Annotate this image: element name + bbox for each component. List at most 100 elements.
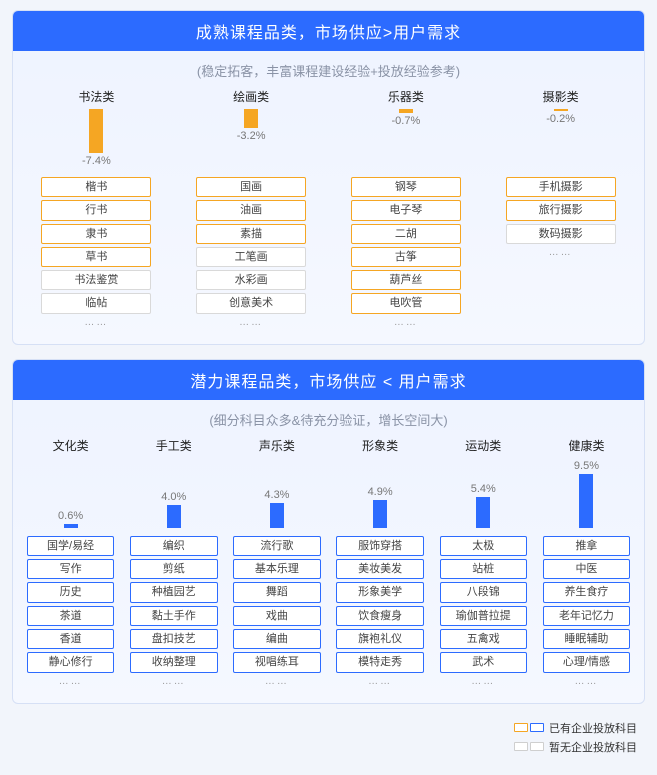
ellipsis: ……: [368, 676, 392, 687]
bar-value: -7.4%: [82, 155, 111, 167]
ellipsis: ……: [84, 317, 108, 328]
bar-value: 0.6%: [58, 510, 83, 522]
subject-item: 手机摄影: [506, 177, 616, 197]
bar-zone: 4.3%: [229, 458, 324, 528]
subject-item: 种植园艺: [130, 582, 218, 602]
category-label: 文化类: [53, 437, 89, 454]
bar-value: 4.0%: [161, 491, 186, 503]
subject-item: 电吹管: [351, 293, 461, 313]
subject-item: 静心修行: [27, 652, 115, 672]
subject-item: 美妆美发: [336, 559, 424, 579]
bar-value: -3.2%: [237, 130, 266, 142]
item-list: 流行歌基本乐理舞蹈戏曲编曲视唱练耳……: [229, 536, 324, 687]
subject-item: 养生食疗: [543, 582, 631, 602]
category-column: 健康类9.5%推拿中医养生食疗老年记忆力睡眠辅助心理/情感……: [539, 437, 634, 687]
subject-item: 站桩: [440, 559, 528, 579]
subject-item: 模特走秀: [336, 652, 424, 672]
subject-item: 水彩画: [196, 270, 306, 290]
bar: [89, 109, 103, 153]
category-column: 摄影类-0.2%手机摄影旅行摄影数码摄影……: [487, 88, 634, 328]
item-list: 国画油画素描工笔画水彩画创意美术……: [178, 177, 325, 328]
subject-item: 瑜伽普拉提: [440, 606, 528, 626]
category-column: 乐器类-0.7%钢琴电子琴二胡古筝葫芦丝电吹管……: [333, 88, 480, 328]
category-label: 健康类: [568, 437, 604, 454]
item-list: 太极站桩八段锦瑜伽普拉提五禽戏武术……: [436, 536, 531, 687]
subject-item: 历史: [27, 582, 115, 602]
category-label: 摄影类: [543, 88, 579, 105]
category-column: 手工类4.0%编织剪纸种植园艺黏土手作盘扣技艺收纳整理……: [126, 437, 221, 687]
subject-item: 收纳整理: [130, 652, 218, 672]
subject-item: 旅行摄影: [506, 200, 616, 220]
ellipsis: ……: [394, 317, 418, 328]
subject-item: 心理/情感: [543, 652, 631, 672]
subject-item: 葫芦丝: [351, 270, 461, 290]
category-column: 形象类4.9%服饰穿搭美妆美发形象美学饮食瘦身旗袍礼仪模特走秀……: [333, 437, 428, 687]
category-label: 绘画类: [233, 88, 269, 105]
subject-item: 香道: [27, 629, 115, 649]
category-label: 运动类: [465, 437, 501, 454]
item-list: 服饰穿搭美妆美发形象美学饮食瘦身旗袍礼仪模特走秀 ……: [333, 536, 428, 687]
ellipsis: ……: [549, 247, 573, 258]
subject-item: 基本乐理: [233, 559, 321, 579]
subject-item: 八段锦: [440, 582, 528, 602]
subject-item: 黏土手作: [130, 606, 218, 626]
subject-item: 视唱练耳: [233, 652, 321, 672]
item-list: 推拿中医养生食疗老年记忆力睡眠辅助心理/情感……: [539, 536, 634, 687]
legend-row-has: 已有企业投放科目: [514, 720, 637, 736]
subject-item: 素描: [196, 224, 306, 244]
bar-zone: -0.7%: [333, 109, 480, 169]
item-list: 钢琴电子琴二胡古筝葫芦丝电吹管……: [333, 177, 480, 328]
bar: [579, 474, 593, 528]
subject-item: 服饰穿搭: [336, 536, 424, 556]
subject-item: 草书: [41, 247, 151, 267]
subject-item: 形象美学: [336, 582, 424, 602]
subject-item: 流行歌: [233, 536, 321, 556]
bar-zone: -0.2%: [487, 109, 634, 169]
bar-value: -0.7%: [392, 115, 421, 127]
subject-item: 饮食瘦身: [336, 606, 424, 626]
subject-item: 创意美术: [196, 293, 306, 313]
item-list: 国学/易经写作历史茶道香道静心修行……: [23, 536, 118, 687]
subject-item: 五禽戏: [440, 629, 528, 649]
bar-zone: 4.0%: [126, 458, 221, 528]
panel-mature-columns: 书法类-7.4%楷书行书隶书草书书法鉴赏临帖……绘画类-3.2%国画油画素描工笔…: [13, 86, 644, 344]
subject-item: 旗袍礼仪: [336, 629, 424, 649]
category-label: 乐器类: [388, 88, 424, 105]
category-column: 书法类-7.4%楷书行书隶书草书书法鉴赏临帖……: [23, 88, 170, 328]
swatch-grey: [514, 742, 528, 751]
legend: 已有企业投放科目 暂无企业投放科目: [12, 718, 645, 765]
bar-value: 4.3%: [264, 489, 289, 501]
bar: [373, 500, 387, 528]
subject-item: 钢琴: [351, 177, 461, 197]
subject-item: 舞蹈: [233, 582, 321, 602]
category-label: 书法类: [78, 88, 114, 105]
ellipsis: ……: [59, 676, 83, 687]
legend-none-text: 暂无企业投放科目: [549, 739, 637, 755]
subject-item: 太极: [440, 536, 528, 556]
category-label: 声乐类: [259, 437, 295, 454]
bar: [167, 505, 181, 528]
subject-item: 行书: [41, 200, 151, 220]
subject-item: 国学/易经: [27, 536, 115, 556]
subject-item: 剪纸: [130, 559, 218, 579]
bar-value: 5.4%: [471, 483, 496, 495]
bar-value: -0.2%: [546, 113, 575, 125]
ellipsis: ……: [239, 317, 263, 328]
subject-item: 油画: [196, 200, 306, 220]
subject-item: 工笔画: [196, 247, 306, 267]
bar-zone: -7.4%: [23, 109, 170, 169]
subject-item: 推拿: [543, 536, 631, 556]
item-list: 编织剪纸种植园艺黏土手作盘扣技艺收纳整理……: [126, 536, 221, 687]
legend-has-text: 已有企业投放科目: [549, 720, 637, 736]
bar-zone: 9.5%: [539, 458, 634, 528]
ellipsis: ……: [574, 676, 598, 687]
panel-mature: 成熟课程品类，市场供应>用户需求 (稳定拓客，丰富课程建设经验+投放经验参考) …: [12, 10, 645, 345]
bar: [270, 503, 284, 527]
swatch-grey: [530, 742, 544, 751]
subject-item: 楷书: [41, 177, 151, 197]
subject-item: 编织: [130, 536, 218, 556]
subject-item: 编曲: [233, 629, 321, 649]
bar-value: 9.5%: [574, 460, 599, 472]
panel-potential: 潜力课程品类，市场供应 < 用户需求 (细分科目众多&待充分验证，增长空间大) …: [12, 359, 645, 704]
bar: [399, 109, 413, 113]
